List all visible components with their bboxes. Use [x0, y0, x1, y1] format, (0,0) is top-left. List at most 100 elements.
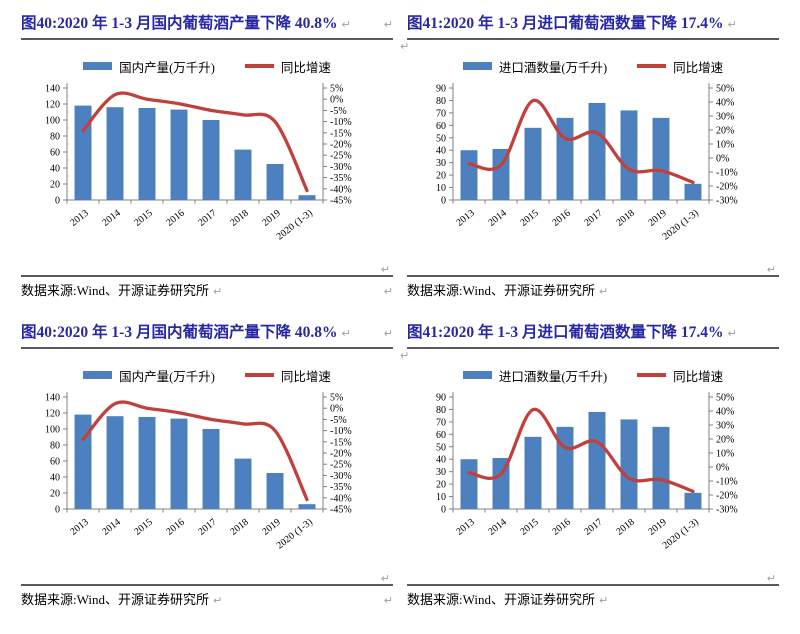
svg-text:120: 120 [45, 100, 60, 111]
svg-text:-30%: -30% [716, 505, 738, 516]
svg-text:2019: 2019 [260, 517, 283, 538]
svg-text:2013: 2013 [68, 208, 91, 229]
svg-text:2013: 2013 [454, 517, 477, 538]
return-mark-icon: ↵ [400, 349, 410, 362]
svg-text:140: 140 [45, 84, 60, 95]
svg-text:60: 60 [50, 148, 60, 159]
paragraph-mark-row: ↵ [21, 260, 393, 275]
svg-text:100: 100 [45, 425, 60, 436]
svg-text:40%: 40% [716, 407, 734, 418]
paragraph-mark-row: ↵ [407, 569, 779, 584]
figure-title-row: 图41:2020 年 1-3 月进口葡萄酒数量下降 17.4% ↵ [407, 14, 779, 40]
svg-text:10%: 10% [716, 140, 734, 151]
svg-text:40: 40 [50, 473, 60, 484]
svg-text:0: 0 [441, 196, 446, 207]
bar-series-swatch [83, 371, 113, 379]
legend-label-line: 同比增速 [280, 369, 331, 384]
svg-text:30: 30 [436, 158, 446, 169]
svg-text:60: 60 [436, 121, 446, 132]
return-mark-icon: ↵ [380, 572, 390, 585]
figure-title-row: 图40:2020 年 1-3 月国内葡萄酒产量下降 40.8% ↵ ↵ [21, 14, 393, 40]
figure-title: 图40:2020 年 1-3 月国内葡萄酒产量下降 40.8% [21, 15, 338, 32]
line-series-swatch [244, 373, 274, 377]
svg-text:-25%: -25% [330, 151, 352, 162]
svg-text:2017: 2017 [582, 208, 605, 229]
svg-text:20: 20 [436, 480, 446, 491]
svg-text:2018: 2018 [228, 517, 251, 538]
return-mark-icon: ↵ [727, 327, 737, 340]
svg-text:-30%: -30% [330, 471, 352, 482]
svg-text:40: 40 [50, 164, 60, 175]
return-mark-icon: ↵ [212, 285, 223, 298]
svg-text:-5%: -5% [330, 415, 347, 426]
svg-text:20%: 20% [716, 435, 734, 446]
chart-legend: 进口酒数量(万千升) 同比增速 [407, 57, 779, 75]
svg-text:2013: 2013 [68, 517, 91, 538]
paragraph-mark-row: ↵ [400, 40, 779, 53]
svg-text:2020 (1-3): 2020 (1-3) [275, 208, 315, 243]
svg-text:20: 20 [436, 171, 446, 182]
legend-label-line: 同比增速 [673, 369, 724, 384]
svg-text:30%: 30% [716, 421, 734, 432]
svg-text:-35%: -35% [330, 482, 352, 493]
svg-text:5%: 5% [330, 393, 343, 404]
svg-text:2020 (1-3): 2020 (1-3) [661, 208, 701, 243]
svg-text:-20%: -20% [716, 182, 738, 193]
svg-text:2019: 2019 [646, 517, 669, 538]
svg-text:40%: 40% [716, 98, 734, 109]
svg-text:-45%: -45% [330, 196, 352, 207]
return-mark-icon: ↵ [598, 285, 609, 298]
figure-title: 图41:2020 年 1-3 月进口葡萄酒数量下降 17.4% [407, 324, 724, 341]
return-mark-icon: ↵ [727, 18, 737, 31]
svg-text:-10%: -10% [716, 477, 738, 488]
svg-text:-10%: -10% [716, 168, 738, 179]
return-mark-icon: ↵ [383, 327, 393, 340]
figure-title-row: 图40:2020 年 1-3 月国内葡萄酒产量下降 40.8% ↵ ↵ [21, 323, 393, 349]
svg-text:30%: 30% [716, 112, 734, 123]
svg-text:-5%: -5% [330, 106, 347, 117]
return-mark-icon: ↵ [383, 18, 393, 31]
bar-series-swatch [462, 62, 492, 70]
svg-text:2014: 2014 [100, 208, 123, 229]
legend-label-bars: 进口酒数量(万千升) [498, 369, 608, 384]
svg-text:0%: 0% [716, 463, 729, 474]
svg-text:70: 70 [436, 417, 446, 428]
data-source-label: 数据来源:Wind、开源证券研究所 [407, 592, 595, 607]
svg-text:30: 30 [436, 467, 446, 478]
svg-text:0: 0 [55, 196, 60, 207]
svg-text:-10%: -10% [330, 426, 352, 437]
figures-grid: 图40:2020 年 1-3 月国内葡萄酒产量下降 40.8% ↵ ↵ 国内产量… [21, 14, 779, 607]
wine-production-chart: 140 120 100 80 60 40 20 0 5%0%-5%-10%-15%-20%-25… [45, 83, 352, 243]
svg-text:2018: 2018 [614, 517, 637, 538]
svg-text:20: 20 [50, 180, 60, 191]
svg-text:2020 (1-3): 2020 (1-3) [661, 517, 701, 552]
return-mark-icon: ↵ [383, 285, 393, 298]
svg-text:2014: 2014 [486, 517, 509, 538]
figure40-panel-top: 图40:2020 年 1-3 月国内葡萄酒产量下降 40.8% ↵ ↵ 国内产量… [21, 14, 393, 299]
svg-text:0%: 0% [330, 95, 343, 106]
data-source-label: 数据来源:Wind、开源证券研究所 [21, 592, 209, 607]
bar-series-swatch [462, 371, 492, 379]
svg-text:50: 50 [436, 133, 446, 144]
return-mark-icon: ↵ [766, 572, 776, 585]
figure-title: 图40:2020 年 1-3 月国内葡萄酒产量下降 40.8% [21, 324, 338, 341]
paragraph-mark-row: ↵ [400, 349, 779, 362]
svg-text:2017: 2017 [196, 517, 219, 538]
return-mark-icon: ↵ [598, 594, 609, 607]
svg-text:20: 20 [50, 489, 60, 500]
svg-text:2016: 2016 [164, 208, 187, 229]
svg-text:5%: 5% [330, 84, 343, 95]
svg-text:-20%: -20% [330, 140, 352, 151]
svg-text:90: 90 [436, 393, 446, 404]
svg-text:20%: 20% [716, 126, 734, 137]
legend-label-bars: 进口酒数量(万千升) [498, 60, 608, 75]
svg-text:0: 0 [441, 505, 446, 516]
chart-legend: 进口酒数量(万千升) 同比增速 [407, 366, 779, 384]
svg-text:-20%: -20% [330, 449, 352, 460]
figure-title: 图41:2020 年 1-3 月进口葡萄酒数量下降 17.4% [407, 15, 724, 32]
svg-text:40: 40 [436, 455, 446, 466]
svg-text:-10%: -10% [330, 117, 352, 128]
svg-text:2017: 2017 [582, 517, 605, 538]
chart-legend: 国内产量(万千升) 同比增速 [21, 57, 393, 75]
